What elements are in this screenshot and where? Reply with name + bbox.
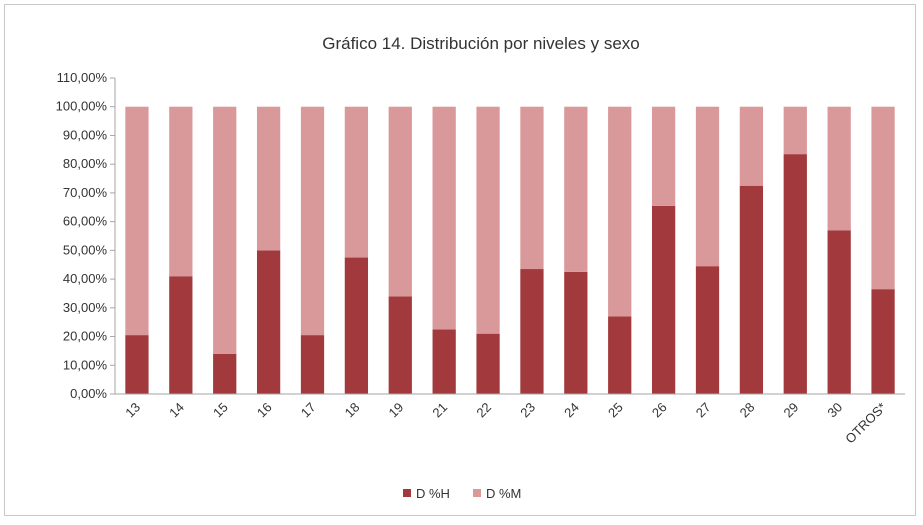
bar-h-30 bbox=[827, 230, 851, 394]
chart-title: Gráfico 14. Distribución por niveles y s… bbox=[322, 34, 639, 53]
y-tick-label: 70,00% bbox=[63, 185, 108, 200]
bar-m-OTROS* bbox=[871, 106, 895, 290]
bar-m-24 bbox=[564, 106, 588, 272]
y-tick-label: 110,00% bbox=[57, 70, 108, 85]
bar-m-16 bbox=[256, 106, 281, 251]
x-tick-label: 29 bbox=[781, 400, 802, 421]
y-tick-label: 40,00% bbox=[63, 271, 108, 286]
x-tick-label: OTROS* bbox=[842, 400, 889, 447]
bar-m-27 bbox=[695, 106, 720, 267]
x-tick-label: 23 bbox=[517, 400, 538, 421]
x-tick-label: 24 bbox=[561, 400, 582, 421]
bar-m-21 bbox=[432, 106, 456, 330]
bar-m-29 bbox=[783, 106, 807, 155]
x-tick-label: 30 bbox=[824, 400, 845, 421]
bar-m-26 bbox=[651, 106, 676, 206]
bar-m-25 bbox=[608, 106, 632, 317]
y-tick-label: 50,00% bbox=[63, 242, 108, 257]
bar-h-24 bbox=[564, 271, 588, 394]
x-tick-label: 17 bbox=[298, 400, 319, 421]
bar-m-14 bbox=[169, 106, 193, 277]
bar-h-19 bbox=[388, 296, 412, 394]
bar-m-17 bbox=[300, 106, 325, 336]
bar-h-16 bbox=[256, 250, 281, 394]
x-tick-label: 22 bbox=[473, 400, 494, 421]
chart-svg: Gráfico 14. Distribución por niveles y s… bbox=[56, 34, 905, 501]
y-tick-label: 20,00% bbox=[63, 329, 108, 344]
legend-label-m: D %M bbox=[486, 486, 521, 501]
y-axis: 0,00% 10,00% 20,00% 30,00% 40,00% 50,00% 60,00… bbox=[56, 70, 116, 401]
x-tick-label: 18 bbox=[342, 400, 363, 421]
y-tick-label: 10,00% bbox=[63, 357, 108, 372]
bar-h-OTROS* bbox=[871, 289, 895, 394]
y-tick-label: 60,00% bbox=[63, 214, 108, 229]
bars bbox=[125, 106, 895, 394]
x-tick-label: 14 bbox=[166, 400, 187, 421]
bar-h-26 bbox=[651, 205, 676, 394]
x-tick-label: 26 bbox=[649, 400, 670, 421]
x-tick-label: 15 bbox=[210, 400, 231, 421]
bar-h-27 bbox=[695, 266, 720, 394]
bar-h-23 bbox=[520, 269, 544, 394]
bar-m-13 bbox=[125, 106, 149, 336]
x-tick-label: 27 bbox=[693, 400, 714, 421]
y-tick-label: 90,00% bbox=[63, 127, 108, 142]
legend-swatch-m bbox=[473, 489, 481, 497]
y-tick-label: 30,00% bbox=[63, 300, 108, 315]
y-tick-label: 0,00% bbox=[70, 386, 107, 401]
x-tick-label: 13 bbox=[122, 400, 143, 421]
x-tick-label: 19 bbox=[386, 400, 407, 421]
bar-m-22 bbox=[476, 106, 500, 334]
bar-h-29 bbox=[783, 154, 807, 394]
chart-frame: Gráfico 14. Distribución por niveles y s… bbox=[4, 4, 916, 516]
legend: D %H D %M bbox=[403, 486, 521, 501]
x-tick-label: 28 bbox=[737, 400, 758, 421]
bar-h-25 bbox=[608, 316, 632, 394]
x-tick-label: 16 bbox=[254, 400, 275, 421]
bar-h-18 bbox=[344, 257, 369, 394]
bar-m-15 bbox=[213, 106, 237, 354]
bar-m-19 bbox=[388, 106, 412, 297]
bar-m-30 bbox=[827, 106, 851, 231]
legend-swatch-h bbox=[403, 489, 411, 497]
bar-h-13 bbox=[125, 335, 149, 394]
bar-h-14 bbox=[169, 276, 193, 394]
bar-h-15 bbox=[213, 353, 237, 394]
bar-h-21 bbox=[432, 329, 456, 394]
x-tick-label: 25 bbox=[605, 400, 626, 421]
legend-label-h: D %H bbox=[416, 486, 450, 501]
bar-h-28 bbox=[739, 185, 764, 394]
bar-h-17 bbox=[300, 335, 325, 394]
bar-h-22 bbox=[476, 333, 500, 394]
bar-m-23 bbox=[520, 106, 544, 270]
bar-m-28 bbox=[739, 106, 764, 186]
y-tick-label: 80,00% bbox=[63, 156, 108, 171]
bar-m-18 bbox=[344, 106, 369, 258]
x-tick-label: 21 bbox=[429, 400, 450, 421]
y-tick-label: 100,00% bbox=[56, 99, 108, 114]
